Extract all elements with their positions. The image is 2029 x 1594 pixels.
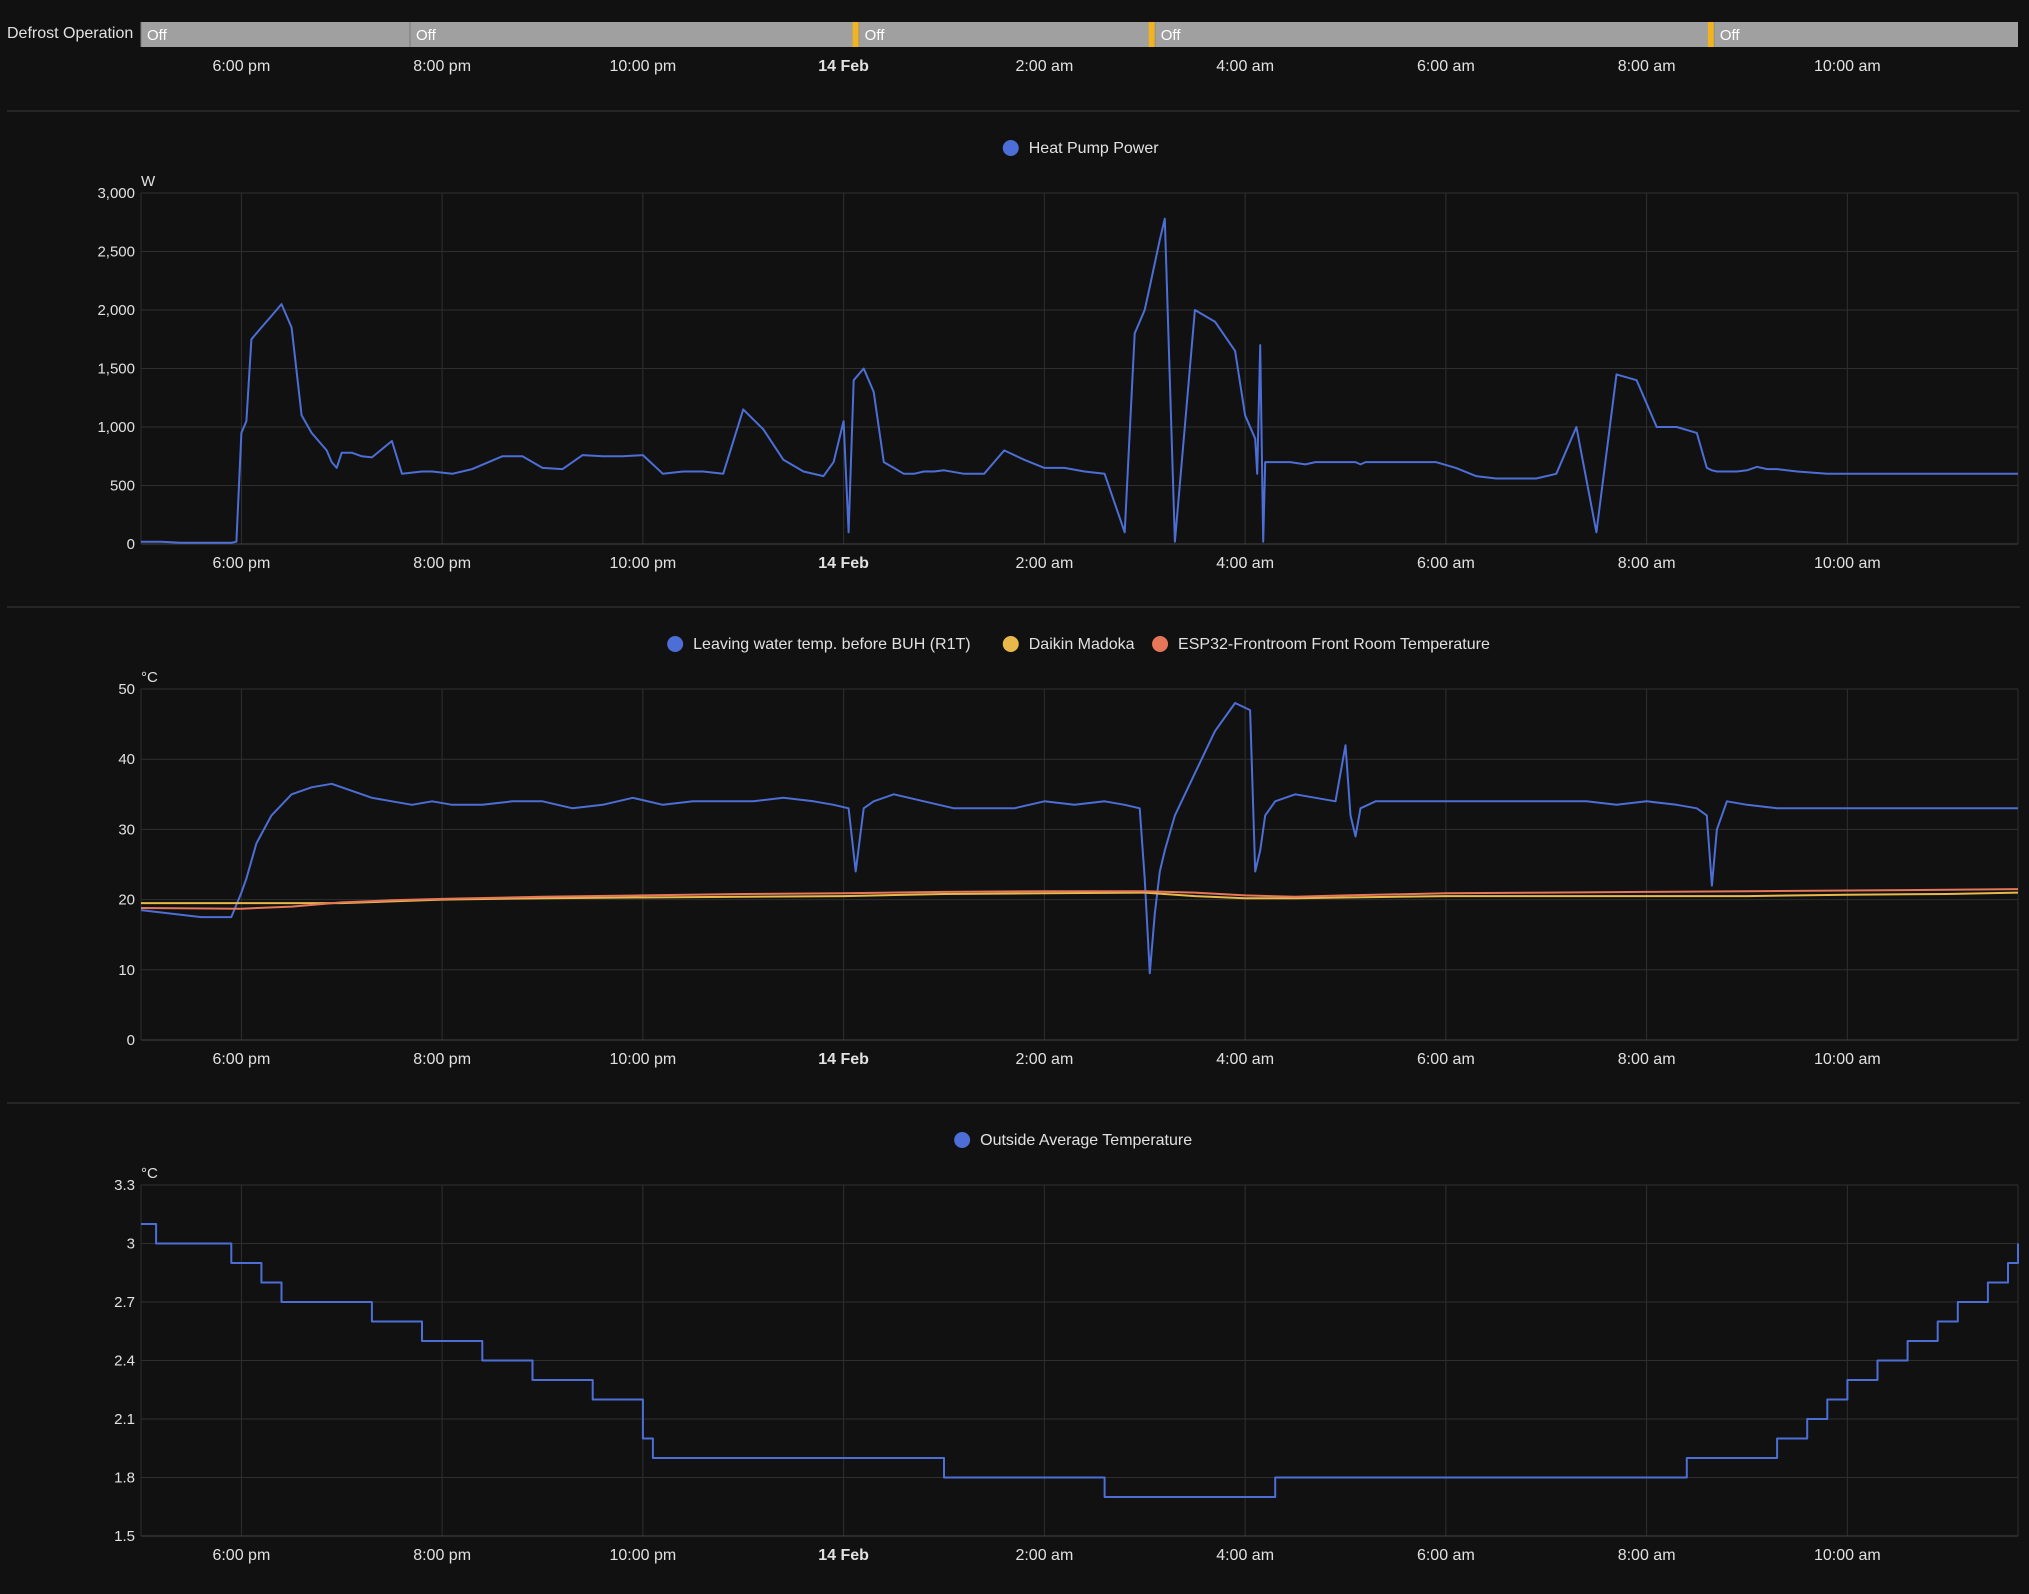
x-tick-label: 14 Feb: [818, 1547, 869, 1564]
legend-swatch-dot: [954, 1132, 970, 1148]
x-tick-label: 8:00 pm: [413, 58, 471, 75]
defrost-segment-label: Off: [1720, 27, 1741, 44]
legend-label: Daikin Madoka: [1029, 636, 1135, 653]
y-tick-label: 2.1: [114, 1411, 135, 1428]
x-tick-label: 14 Feb: [818, 1051, 869, 1068]
y-tick-label: 1,000: [97, 419, 135, 436]
defrost-segment-off: [141, 22, 410, 47]
legend-item[interactable]: Outside Average Temperature: [954, 1132, 1192, 1149]
x-tick-label: 14 Feb: [818, 58, 869, 75]
y-tick-label: 40: [118, 751, 135, 768]
defrost-label: Defrost Operation: [7, 25, 133, 42]
x-tick-label: 6:00 pm: [212, 1547, 270, 1564]
y-tick-label: 3,000: [97, 185, 135, 202]
y-axis-unit: °C: [141, 669, 158, 686]
x-tick-label: 2:00 am: [1015, 555, 1073, 572]
x-tick-label: 2:00 am: [1015, 58, 1073, 75]
y-tick-label: 50: [118, 681, 135, 698]
legend-label: Heat Pump Power: [1029, 140, 1160, 157]
x-tick-label: 8:00 am: [1618, 1547, 1676, 1564]
x-tick-label: 6:00 am: [1417, 1547, 1475, 1564]
defrost-on-marker: [1708, 22, 1714, 47]
defrost-segment-label: Off: [865, 27, 886, 44]
legend-swatch-dot: [1152, 636, 1168, 652]
legend-label: Outside Average Temperature: [980, 1132, 1192, 1149]
defrost-time-axis: 6:00 pm 8:00 pm 10:00 pm 14 Feb 2:00 am 4:00 …: [212, 58, 1880, 75]
y-tick-label: 500: [110, 478, 135, 495]
legend: Outside Average Temperature: [954, 1132, 1192, 1149]
legend-item[interactable]: ESP32-Frontroom Front Room Temperature: [1152, 636, 1490, 653]
y-tick-label: 2.4: [114, 1353, 135, 1370]
y-axis-unit: W: [141, 173, 156, 190]
x-tick-label: 4:00 am: [1216, 58, 1274, 75]
x-tick-label: 2:00 am: [1015, 1547, 1073, 1564]
x-tick-label: 4:00 am: [1216, 1051, 1274, 1068]
y-tick-label: 2.7: [114, 1294, 135, 1311]
y-tick-label: 0: [127, 1032, 135, 1049]
x-tick-label: 8:00 pm: [413, 555, 471, 572]
time-axis: 6:00 pm 8:00 pm 10:00 pm 14 Feb 2:00 am 4:00 …: [212, 1051, 1880, 1068]
legend-swatch-dot: [667, 636, 683, 652]
x-tick-label: 8:00 am: [1618, 58, 1676, 75]
y-tick-label: 2,500: [97, 244, 135, 261]
x-tick-label: 10:00 pm: [610, 1051, 677, 1068]
x-tick-label: 2:00 am: [1015, 1051, 1073, 1068]
y-tick-label: 3.3: [114, 1177, 135, 1194]
x-tick-label: 10:00 pm: [610, 1547, 677, 1564]
y-tick-label: 1.8: [114, 1470, 135, 1487]
x-tick-label: 6:00 pm: [212, 58, 270, 75]
x-tick-label: 10:00 am: [1814, 555, 1881, 572]
defrost-segment-off: [859, 22, 1155, 47]
x-tick-label: 6:00 pm: [212, 555, 270, 572]
time-axis: 6:00 pm 8:00 pm 10:00 pm 14 Feb 2:00 am 4:00 …: [212, 1547, 1880, 1564]
x-tick-label: 8:00 pm: [413, 1051, 471, 1068]
x-tick-label: 10:00 am: [1814, 58, 1881, 75]
defrost-segment-off: [1714, 22, 2018, 47]
x-tick-label: 8:00 pm: [413, 1547, 471, 1564]
x-tick-label: 10:00 am: [1814, 1051, 1881, 1068]
legend-swatch-dot: [1003, 140, 1019, 156]
defrost-on-marker: [853, 22, 859, 47]
defrost-segment-off: [1155, 22, 1714, 47]
defrost-on-marker: [1149, 22, 1155, 47]
y-axis-unit: °C: [141, 1165, 158, 1182]
y-tick-label: 0: [127, 536, 135, 553]
legend-label: Leaving water temp. before BUH (R1T): [693, 636, 970, 653]
x-tick-label: 6:00 pm: [212, 1051, 270, 1068]
x-tick-label: 6:00 am: [1417, 555, 1475, 572]
legend: Leaving water temp. before BUH (R1T) Daik…: [667, 636, 1490, 653]
x-tick-label: 4:00 am: [1216, 555, 1274, 572]
defrost-timeline-bar[interactable]: Off Off Off Off Off: [141, 22, 2018, 47]
x-tick-label: 6:00 am: [1417, 1051, 1475, 1068]
y-tick-label: 1.5: [114, 1528, 135, 1545]
legend-label: ESP32-Frontroom Front Room Temperature: [1178, 636, 1490, 653]
x-tick-label: 8:00 am: [1618, 1051, 1676, 1068]
x-tick-label: 10:00 am: [1814, 1547, 1881, 1564]
y-tick-label: 20: [118, 892, 135, 909]
time-axis: 6:00 pm 8:00 pm 10:00 pm 14 Feb 2:00 am 4:00 …: [212, 555, 1880, 572]
legend-item[interactable]: Leaving water temp. before BUH (R1T): [667, 636, 970, 653]
x-tick-label: 8:00 am: [1618, 555, 1676, 572]
y-tick-label: 2,000: [97, 302, 135, 319]
y-tick-label: 3: [127, 1236, 135, 1253]
x-tick-label: 6:00 am: [1417, 58, 1475, 75]
y-tick-label: 30: [118, 821, 135, 838]
x-tick-label: 10:00 pm: [610, 58, 677, 75]
defrost-segment-label: Off: [416, 27, 437, 44]
y-tick-label: 1,500: [97, 361, 135, 378]
y-tick-label: 10: [118, 962, 135, 979]
defrost-segment-label: Off: [1161, 27, 1182, 44]
defrost-segment-label: Off: [147, 27, 168, 44]
x-tick-label: 14 Feb: [818, 555, 869, 572]
legend-swatch-dot: [1003, 636, 1019, 652]
defrost-segment-off: [410, 22, 859, 47]
x-tick-label: 4:00 am: [1216, 1547, 1274, 1564]
x-tick-label: 10:00 pm: [610, 555, 677, 572]
